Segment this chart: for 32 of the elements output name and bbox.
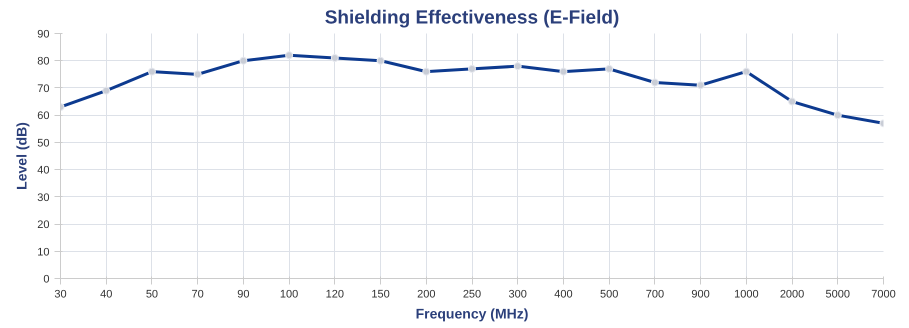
x-tick-label: 5000 bbox=[826, 288, 850, 300]
x-tick-label: 400 bbox=[554, 288, 573, 300]
x-tick-label: 2000 bbox=[780, 288, 804, 300]
x-tick-label: 30 bbox=[54, 288, 67, 300]
y-tick-label: 0 bbox=[43, 274, 50, 286]
y-tick-label: 30 bbox=[37, 192, 50, 204]
x-axis-title: Frequency (MHz) bbox=[416, 306, 528, 322]
x-tick-label: 40 bbox=[100, 288, 112, 300]
x-tick-label: 7000 bbox=[871, 288, 896, 300]
x-tick-label: 50 bbox=[146, 288, 158, 300]
y-tick-label: 70 bbox=[37, 82, 50, 95]
x-tick-label: 200 bbox=[417, 288, 436, 300]
x-tick-label: 1000 bbox=[734, 288, 759, 300]
x-tick-label: 300 bbox=[508, 288, 527, 300]
y-tick-label: 20 bbox=[37, 219, 50, 232]
x-tick-label: 500 bbox=[600, 288, 618, 300]
x-tick-label: 250 bbox=[462, 288, 482, 300]
chart-title: Shielding Effectiveness (E-Field) bbox=[324, 8, 620, 28]
x-tick-label: 900 bbox=[691, 288, 710, 300]
x-tick-label: 90 bbox=[237, 288, 250, 300]
x-tick-label: 700 bbox=[646, 288, 664, 300]
y-tick-label: 10 bbox=[37, 246, 50, 258]
x-tick-label: 70 bbox=[192, 288, 204, 300]
y-tick-label: 90 bbox=[37, 28, 50, 40]
x-tick-label: 100 bbox=[280, 288, 298, 300]
y-axis-title: Level (dB) bbox=[13, 122, 30, 190]
y-tick-label: 60 bbox=[37, 110, 50, 122]
y-tick-label: 40 bbox=[37, 164, 50, 177]
y-tick-label: 80 bbox=[37, 56, 50, 68]
y-tick-label: 50 bbox=[37, 137, 50, 150]
x-tick-label: 120 bbox=[326, 288, 344, 300]
x-tick-label: 150 bbox=[371, 288, 390, 300]
